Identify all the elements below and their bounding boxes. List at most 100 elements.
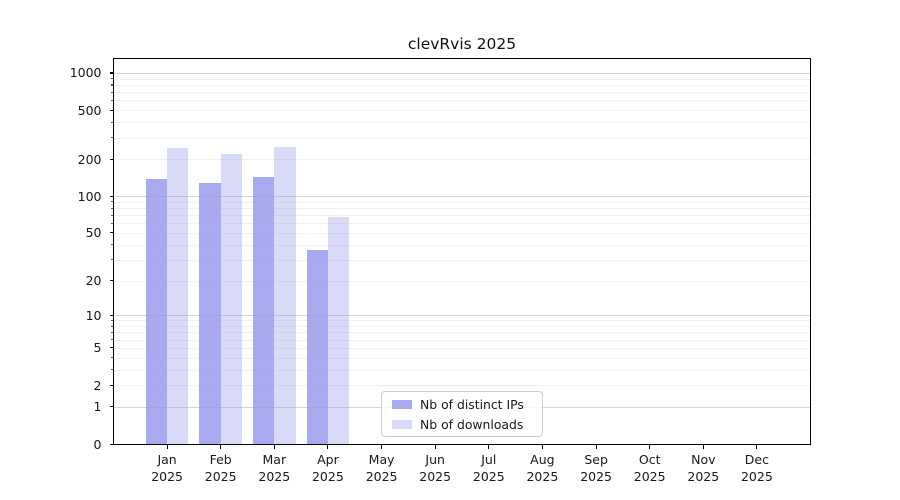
y-minortick-mark-6 (111, 339, 114, 341)
y-tick-label-20: 20 (85, 273, 102, 288)
plot-area (113, 58, 811, 445)
y-tick-label-5: 5 (93, 340, 102, 356)
x-tick-label-nov: Nov 2025 (687, 452, 720, 484)
y-minortick-mark-300 (111, 137, 114, 139)
gridline-y-500 (114, 110, 810, 112)
y-tick-mark-100 (109, 195, 114, 197)
y-tick-label-500: 500 (77, 102, 102, 118)
y-tick-label-100: 100 (77, 188, 102, 204)
gridline-y-90 (114, 201, 810, 203)
y-minortick-mark-4 (111, 357, 114, 359)
bar-downloads-apr (327, 217, 350, 444)
gridline-y-60 (114, 223, 810, 225)
gridline-y-2 (114, 385, 810, 386)
y-tick-label-10: 10 (85, 307, 102, 323)
gridline-y-9 (114, 320, 810, 322)
x-tick-label-oct: Oct 2025 (633, 452, 666, 484)
y-minortick-mark-700 (111, 91, 114, 93)
gridline-y-20 (114, 280, 810, 282)
x-tick-label-sep: Sep 2025 (580, 452, 612, 484)
x-tick-label-feb: Feb 2025 (204, 452, 237, 484)
gridline-y-6 (114, 339, 810, 341)
y-tick-label-200: 200 (77, 151, 102, 167)
x-tick-mark-jul (488, 445, 490, 449)
y-tick-mark-0 (109, 443, 114, 445)
y-tick-mark-1000 (109, 72, 114, 74)
x-tick-mark-sep (595, 445, 597, 449)
gridline-y-5 (114, 347, 810, 349)
x-tick-mark-oct (649, 445, 651, 449)
gridline-y-900 (114, 78, 810, 80)
x-tick-label-mar: Mar 2025 (258, 452, 291, 484)
x-tick-label-dec: Dec 2025 (740, 452, 773, 484)
gridline-y-100 (114, 196, 810, 198)
y-minortick-mark-40 (111, 244, 114, 246)
gridline-y-8 (114, 326, 810, 327)
legend-label-downloads: Nb of downloads (420, 416, 524, 432)
bar-downloads-jan (167, 148, 189, 444)
legend-item-distinct-ips: Nb of distinct IPs (392, 396, 542, 413)
y-minortick-mark-70 (111, 214, 114, 216)
y-tick-label-0: 0 (93, 436, 102, 452)
y-tick-mark-200 (109, 158, 114, 160)
x-tick-mark-dec (756, 445, 758, 449)
y-tick-mark-1 (109, 406, 114, 408)
y-minortick-mark-90 (111, 201, 114, 203)
gridline-y-70 (114, 215, 810, 216)
y-tick-mark-10 (109, 314, 114, 316)
x-tick-label-jun: Jun 2025 (419, 452, 452, 484)
gridline-y-700 (114, 92, 810, 93)
gridline-y-400 (114, 122, 810, 124)
gridline-y-10 (114, 315, 810, 317)
bar-distinct-ips-apr (306, 250, 328, 444)
x-tick-mark-feb (220, 445, 222, 449)
y-tick-mark-500 (109, 109, 114, 111)
y-tick-label-50: 50 (85, 225, 102, 241)
gridline-y-4 (114, 357, 810, 359)
gridline-y-7 (114, 332, 810, 334)
x-tick-label-apr: Apr 2025 (311, 452, 344, 484)
x-tick-label-may: May 2025 (365, 452, 398, 484)
gridline-y-600 (114, 100, 810, 102)
y-tick-mark-5 (109, 347, 114, 349)
y-tick-mark-2 (109, 384, 114, 386)
legend: Nb of distinct IPs Nb of downloads (381, 391, 543, 437)
y-minortick-mark-600 (111, 99, 114, 101)
y-tick-mark-50 (109, 232, 114, 234)
gridline-y-200 (114, 159, 810, 161)
x-tick-mark-may (381, 445, 383, 449)
gridline-y-800 (114, 84, 810, 86)
x-tick-label-aug: Aug 2025 (526, 452, 559, 484)
x-tick-label-jul: Jul 2025 (472, 452, 505, 484)
bar-distinct-ips-jan (145, 178, 167, 444)
x-tick-mark-jan (166, 445, 168, 449)
legend-label-distinct-ips: Nb of distinct IPs (420, 396, 524, 412)
y-tick-label-1000: 1000 (69, 65, 102, 81)
y-minortick-mark-80 (111, 207, 114, 209)
x-tick-mark-apr (327, 445, 329, 449)
y-tick-label-2: 2 (93, 377, 102, 393)
gridline-y-30 (114, 259, 810, 261)
chart-title: clevRvis 2025 (407, 35, 517, 53)
x-tick-mark-jun (434, 445, 436, 449)
y-minortick-mark-900 (111, 78, 114, 80)
gridline-y-80 (114, 208, 810, 209)
gridline-y-3 (114, 369, 810, 371)
y-minortick-mark-7 (111, 331, 114, 333)
legend-swatch-downloads (392, 419, 412, 429)
bar-downloads-mar (274, 147, 296, 444)
y-minortick-mark-800 (111, 84, 114, 86)
y-tick-label-1: 1 (93, 399, 102, 415)
y-minortick-mark-3 (111, 369, 114, 371)
x-tick-mark-mar (273, 445, 275, 449)
y-minortick-mark-8 (111, 325, 114, 327)
y-minortick-mark-400 (111, 121, 114, 123)
bar-distinct-ips-feb (199, 183, 221, 444)
y-minortick-mark-9 (111, 319, 114, 321)
gridline-y-300 (114, 137, 810, 139)
gridline-y-40 (114, 244, 810, 246)
y-minortick-mark-60 (111, 222, 114, 224)
legend-item-downloads: Nb of downloads (392, 416, 542, 433)
x-tick-mark-nov (702, 445, 704, 449)
